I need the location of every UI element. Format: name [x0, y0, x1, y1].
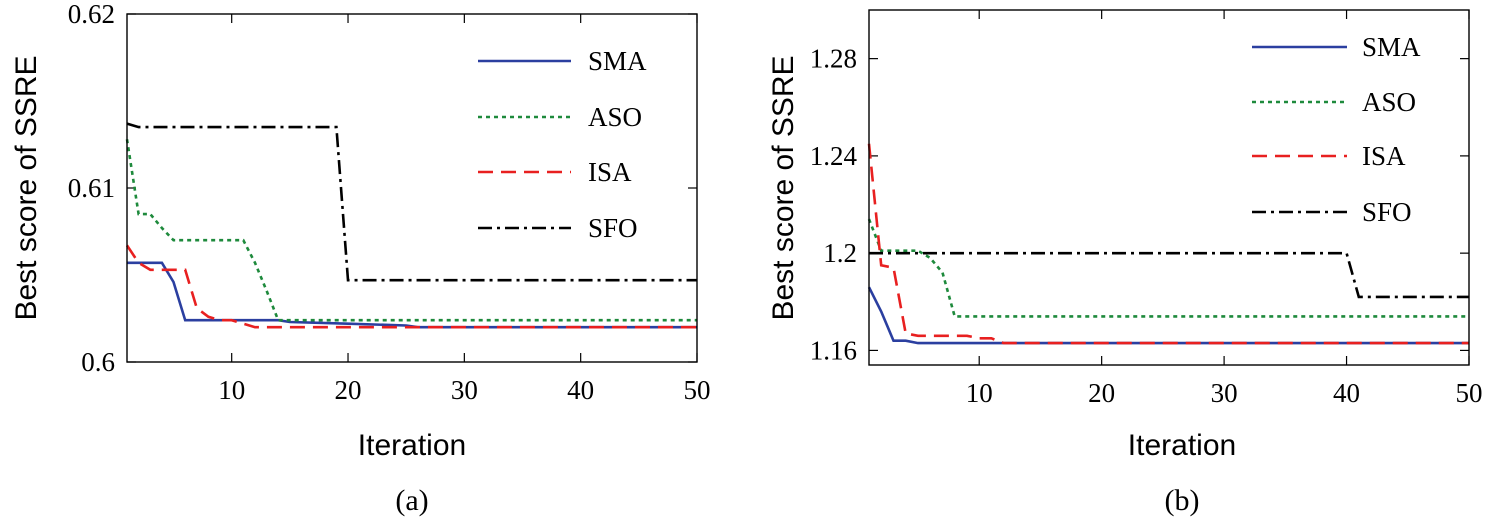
y-tick-label: 1.24: [810, 141, 858, 171]
series-line-aso: [867, 218, 1469, 318]
ticks-b: 10 20 30 40 50 1.16 1.2 1.24 1.28: [810, 10, 1483, 408]
y-tick-label: 0.6: [81, 347, 115, 377]
plot-frame-a: [126, 13, 698, 363]
y-tick-label: 1.16: [810, 335, 857, 365]
series-line-isa: [125, 244, 697, 329]
caption-a: (a): [395, 484, 428, 517]
legend-label-isa: ISA: [1362, 141, 1406, 171]
legend-label-sma: SMA: [1362, 32, 1421, 62]
x-tick-label: 40: [567, 375, 594, 405]
x-tick-label: 40: [1333, 378, 1360, 408]
legend-label-sma: SMA: [588, 46, 647, 76]
series-b: [867, 143, 1469, 345]
series-line-sma: [867, 286, 1469, 345]
x-axis-label-a: Iteration: [358, 429, 466, 462]
y-tick-label: 0.62: [68, 0, 115, 29]
x-tick-label: 20: [1088, 378, 1115, 408]
x-tick-label: 10: [966, 378, 993, 408]
legend-label-aso: ASO: [588, 102, 642, 132]
plot-frame-b: [868, 9, 1470, 366]
series-line-sfo: [126, 122, 697, 282]
legend-b: SMA ASO ISA SFO: [1252, 32, 1421, 227]
x-axis-label-b: Iteration: [1128, 429, 1236, 462]
y-axis-label-a: Best score of SSRE: [10, 55, 43, 320]
x-tick-label: 30: [1211, 378, 1238, 408]
y-tick-label: 0.61: [68, 173, 115, 203]
caption-b: (b): [1165, 484, 1200, 517]
series-a: [125, 122, 697, 329]
x-tick-label: 10: [218, 375, 245, 405]
legend-label-aso: ASO: [1362, 87, 1416, 117]
y-axis-label-b: Best score of SSRE: [767, 55, 800, 320]
y-tick-label: 1.28: [810, 44, 857, 74]
legend-label-sfo: SFO: [588, 213, 638, 243]
y-tick-label: 1.2: [823, 238, 857, 268]
series-line-sfo: [869, 251, 1469, 299]
legend-label-isa: ISA: [588, 157, 632, 187]
x-tick-label: 30: [451, 375, 478, 405]
ticks-a: 10 20 30 40 50 0.6 0.61 0.62: [68, 0, 711, 405]
series-line-aso: [125, 139, 697, 322]
legend-label-sfo: SFO: [1362, 197, 1412, 227]
x-tick-label: 50: [684, 375, 711, 405]
legend-a: SMA ASO ISA SFO: [478, 46, 647, 243]
x-tick-label: 20: [335, 375, 362, 405]
chart-panel-b: 10 20 30 40 50 1.16 1.2 1.24 1.28 SMA ASO ISA SFO I…: [767, 9, 1483, 517]
series-line-isa: [867, 143, 1469, 345]
x-tick-label: 50: [1456, 378, 1483, 408]
chart-panel-a: 10 20 30 40 50 0.6 0.61 0.62 SMA ASO ISA SFO Itera…: [10, 0, 711, 517]
